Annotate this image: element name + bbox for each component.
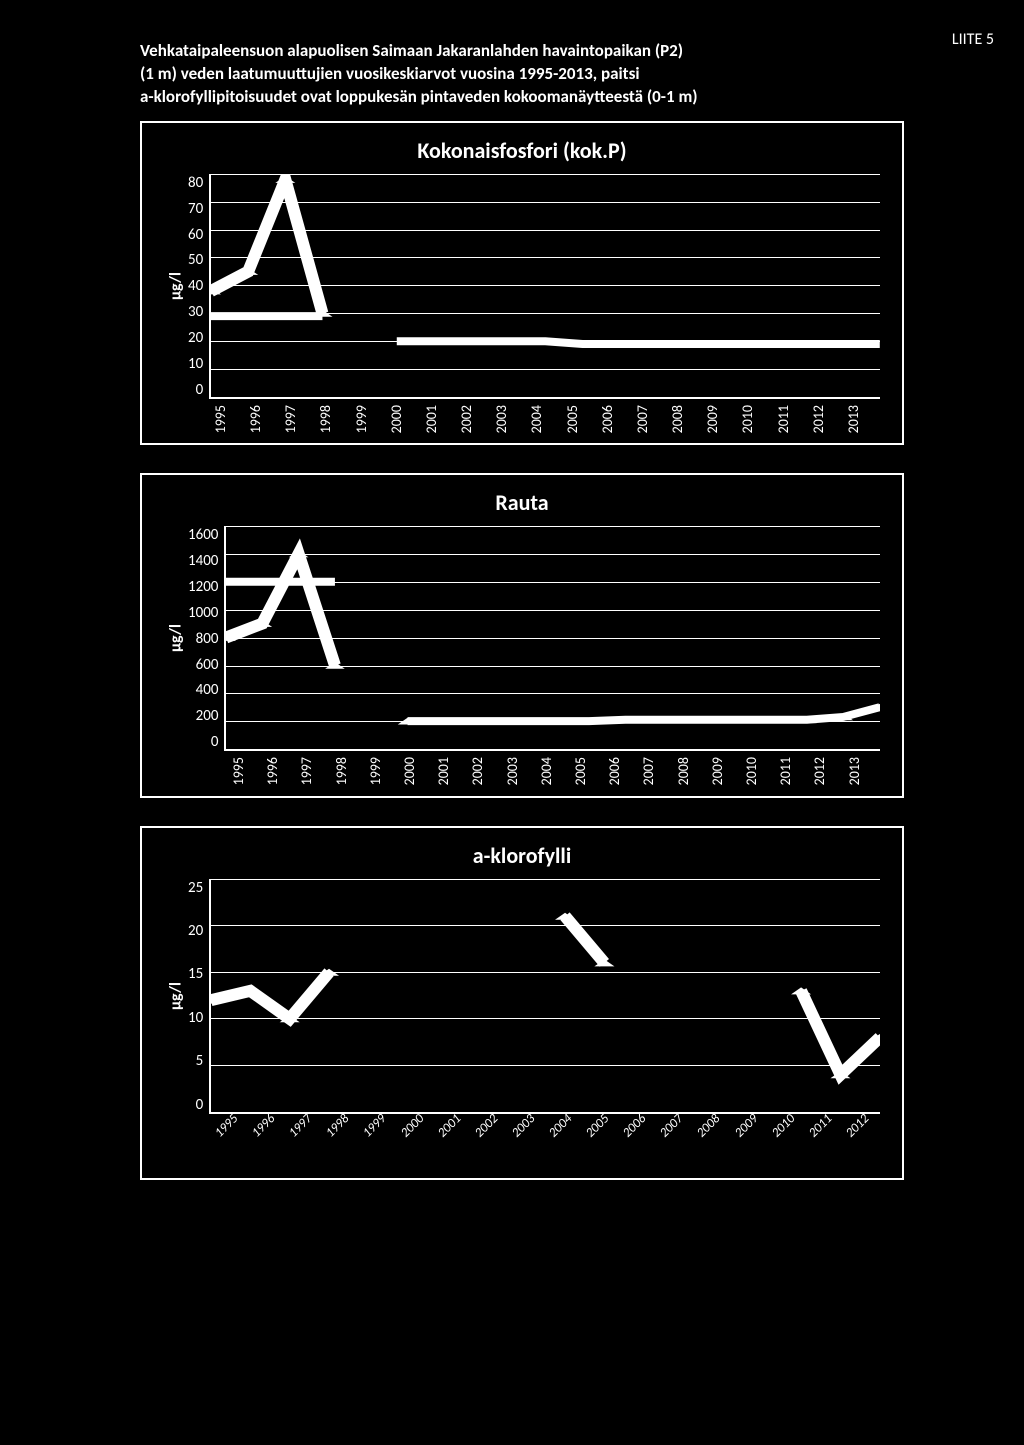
x-tick-label: 2010	[739, 405, 774, 433]
x-tick-label: 2006	[599, 405, 634, 433]
y-axis-label: µg/l	[164, 174, 188, 399]
y-tick-label: 10	[188, 1009, 203, 1027]
x-tick-label: 2003	[504, 757, 538, 785]
x-tick-label: 2008	[675, 757, 709, 785]
x-tick-label: 2008	[669, 405, 704, 433]
y-tick-label: 600	[196, 656, 219, 674]
x-tick-label: 2011	[777, 757, 811, 785]
x-tick-label: 1997	[282, 405, 317, 433]
x-tick-label: 2010	[743, 757, 777, 785]
x-tick-label: 2004	[528, 405, 563, 433]
x-tick-label: 2004	[538, 757, 572, 785]
x-tick-label: 2005	[572, 757, 606, 785]
chart-line-svg	[211, 174, 880, 397]
x-tick-label: 2001	[435, 757, 469, 785]
y-tick-label: 1200	[188, 578, 218, 596]
y-tick-label: 60	[188, 226, 203, 244]
data-marker	[791, 987, 811, 994]
y-tick-label: 400	[196, 681, 219, 699]
x-tick-label: 2005	[564, 405, 599, 433]
description-line: (1 m) veden laatumuuttujien vuosikeskiar…	[140, 63, 640, 84]
x-tick-label: 2003	[493, 405, 528, 433]
x-tick-label: 1995	[230, 757, 264, 785]
x-tick-label: 2013	[845, 405, 880, 433]
data-line	[565, 916, 604, 963]
x-tick-label: 2012	[811, 757, 845, 785]
y-tick-label: 0	[211, 733, 219, 751]
data-line	[211, 179, 322, 313]
x-tick-label: 1997	[298, 757, 332, 785]
y-tick-label: 70	[188, 200, 203, 218]
y-axis-ticks: 25 20 15 10 5 0	[188, 879, 209, 1114]
x-tick-label: 1998	[333, 757, 367, 785]
chart-title: Rauta	[164, 489, 880, 516]
y-tick-label: 1600	[188, 526, 218, 544]
x-tick-label: 2007	[634, 405, 669, 433]
description-line: a-klorofyllipitoisuudet ovat loppukesän …	[140, 86, 698, 107]
x-tick-label: 2011	[775, 405, 810, 433]
description-line: Vehkataipaleensuon alapuolisen Saimaan J…	[140, 40, 683, 61]
data-marker	[289, 551, 309, 558]
y-tick-label: 0	[196, 1096, 204, 1114]
x-tick-label: 1996	[264, 757, 298, 785]
x-tick-label: 1999	[353, 405, 388, 433]
y-tick-label: 800	[196, 630, 219, 648]
y-tick-label: 40	[188, 277, 203, 295]
x-axis-ticks: 1995199619971998199920002001200220032004…	[212, 1120, 880, 1168]
y-tick-label: 1000	[188, 604, 218, 622]
y-tick-label: 20	[188, 329, 203, 347]
y-tick-label: 50	[188, 251, 203, 269]
x-tick-label: 1996	[247, 405, 282, 433]
y-tick-label: 15	[188, 965, 203, 983]
y-tick-label: 80	[188, 174, 203, 192]
data-marker	[275, 176, 295, 183]
y-axis-label: µg/l	[164, 526, 188, 751]
chart-aklorofylli: a-klorofylli µg/l25 20 15 10 5 0 19951996199719…	[140, 826, 904, 1180]
page-corner-label: LIITE 5	[952, 30, 994, 49]
chart-line-svg	[211, 879, 880, 1112]
chart-title: Kokonaisfosfori (kok.P)	[164, 137, 880, 164]
y-tick-label: 0	[196, 381, 204, 399]
y-tick-label: 1400	[188, 552, 218, 570]
chart-title: a-klorofylli	[164, 842, 880, 869]
data-line	[226, 554, 335, 666]
data-line	[397, 341, 880, 344]
data-line	[211, 972, 329, 1019]
chart-rauta: Rautaµg/l1600140012001000800600400200019…	[140, 473, 904, 797]
x-tick-label: 2001	[423, 405, 458, 433]
y-tick-label: 5	[196, 1052, 204, 1070]
x-tick-label: 1999	[367, 757, 401, 785]
description-block: Vehkataipaleensuon alapuolisen Saimaan J…	[140, 40, 904, 109]
x-axis-ticks: 1995199619971998199920002001200220032004…	[212, 405, 880, 433]
y-tick-label: 25	[188, 879, 203, 897]
x-tick-label: 2009	[704, 405, 739, 433]
y-axis-label: µg/l	[164, 879, 188, 1114]
x-tick-label: 2000	[401, 757, 435, 785]
x-axis-ticks: 1995199619971998199920002001200220032004…	[230, 757, 880, 785]
x-tick-label: 1998	[317, 405, 352, 433]
y-axis-ticks: 1600 1400 1200 1000 800 600 400 200 0	[188, 526, 224, 751]
x-tick-label: 2002	[469, 757, 503, 785]
plot-area	[209, 879, 880, 1114]
y-tick-label: 20	[188, 922, 203, 940]
x-tick-label: 2013	[846, 757, 880, 785]
y-tick-label: 10	[188, 355, 203, 373]
x-tick-label: 2009	[709, 757, 743, 785]
plot-area	[224, 526, 880, 751]
x-tick-label: 2002	[458, 405, 493, 433]
chart-line-svg	[226, 526, 880, 749]
x-tick-label: 2007	[640, 757, 674, 785]
x-tick-label: 1995	[212, 405, 247, 433]
x-tick-label: 2012	[810, 405, 845, 433]
x-tick-label: 2000	[388, 405, 423, 433]
plot-area	[209, 174, 880, 399]
data-line	[801, 990, 880, 1074]
y-tick-label: 200	[196, 707, 219, 725]
y-tick-label: 30	[188, 303, 203, 321]
y-axis-ticks: 80 70 60 50 40 30 20 10 0	[188, 174, 209, 399]
chart-kokp: Kokonaisfosfori (kok.P) µg/l80 70 60 50 40 30 2…	[140, 121, 904, 445]
x-tick-label: 2006	[606, 757, 640, 785]
